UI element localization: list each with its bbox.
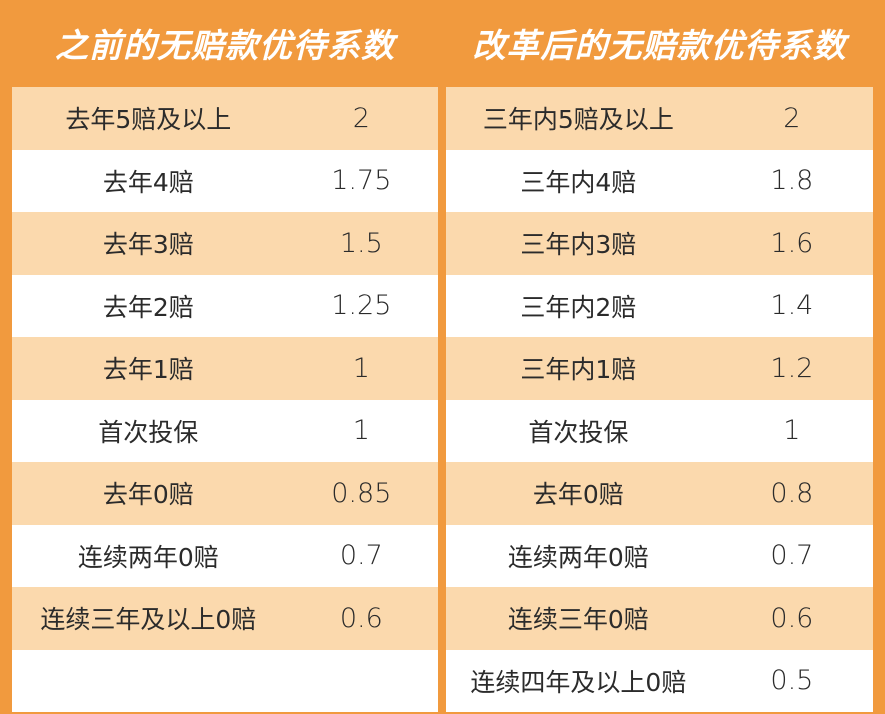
table-row: 去年3赔 1.5 — [12, 212, 438, 275]
row-label: 连续两年0赔 — [77, 542, 219, 572]
table-row: 去年4赔 1.75 — [12, 149, 438, 212]
row-coefficient: 1 — [352, 352, 370, 384]
row-label: 去年3赔 — [102, 230, 194, 260]
table-row: 三年内1赔 1.2 — [446, 337, 873, 400]
row-label: 连续四年及以上0赔 — [470, 667, 687, 697]
table-row: 三年内5赔及以上 2 — [446, 87, 873, 150]
row-coefficient: 1.75 — [331, 165, 392, 197]
row-coefficient: 0.5 — [770, 665, 814, 697]
row-label: 去年2赔 — [102, 292, 194, 322]
table-row: 去年5赔及以上 2 — [12, 87, 438, 150]
row-coefficient: 1.25 — [331, 290, 392, 322]
row-coefficient: 0.6 — [770, 602, 814, 634]
row-label: 三年内2赔 — [520, 292, 637, 322]
table-row: 去年0赔 0.85 — [12, 462, 438, 525]
row-label: 去年1赔 — [102, 355, 194, 385]
row-label: 连续两年0赔 — [507, 542, 649, 572]
table-row: 去年2赔 1.25 — [12, 274, 438, 337]
row-coefficient: 1.2 — [770, 352, 814, 384]
row-coefficient: 0.7 — [770, 540, 814, 572]
table-row: 三年内4赔 1.8 — [446, 149, 873, 212]
row-label: 去年0赔 — [102, 480, 194, 510]
row-label: 去年4赔 — [102, 167, 194, 197]
table-row: 去年0赔 0.8 — [446, 462, 873, 525]
row-label: 连续三年0赔 — [507, 605, 649, 635]
row-coefficient: 0.8 — [770, 477, 814, 509]
table-row: 连续三年及以上0赔 0.6 — [12, 587, 438, 650]
row-coefficient: 2 — [783, 102, 801, 134]
reformed-table-title: 改革后的无赔款优待系数 — [472, 25, 847, 65]
row-coefficient: 2 — [352, 102, 370, 134]
reformed-ncd-table: 改革后的无赔款优待系数 三年内5赔及以上 2 三年内4赔 1.8 三年内3赔 1… — [446, 0, 873, 714]
table-row: 连续三年0赔 0.6 — [446, 587, 873, 650]
row-label: 三年内3赔 — [520, 230, 637, 260]
table-row: 连续两年0赔 0.7 — [12, 524, 438, 587]
row-label: 三年内1赔 — [520, 355, 637, 385]
row-label: 去年5赔及以上 — [65, 105, 232, 135]
table-row: 连续两年0赔 0.7 — [446, 524, 873, 587]
row-label: 首次投保 — [98, 417, 199, 447]
table-row: 去年1赔 1 — [12, 337, 438, 400]
previous-ncd-table: 之前的无赔款优待系数 去年5赔及以上 2 去年4赔 1.75 去年3赔 1.5 … — [12, 0, 438, 714]
table-row: 连续四年及以上0赔 0.5 — [446, 649, 873, 712]
row-coefficient: 1.5 — [339, 227, 383, 259]
table-row: 三年内3赔 1.6 — [446, 212, 873, 275]
table-row: 首次投保 1 — [446, 399, 873, 462]
row-label: 三年内4赔 — [520, 167, 637, 197]
row-coefficient: 0.7 — [339, 540, 383, 572]
row-coefficient: 1.4 — [770, 290, 814, 322]
row-coefficient: 1 — [352, 415, 370, 447]
row-label: 首次投保 — [528, 417, 629, 447]
row-coefficient: 1.8 — [770, 165, 814, 197]
row-label: 去年0赔 — [532, 480, 624, 510]
row-label: 三年内5赔及以上 — [482, 105, 674, 135]
row-label: 连续三年及以上0赔 — [40, 605, 257, 635]
empty-row — [12, 649, 438, 712]
table-row: 首次投保 1 — [12, 399, 438, 462]
row-coefficient: 1.6 — [770, 227, 814, 259]
table-row: 三年内2赔 1.4 — [446, 274, 873, 337]
row-coefficient: 1 — [783, 415, 801, 447]
row-coefficient: 0.85 — [331, 477, 392, 509]
row-coefficient: 0.6 — [339, 602, 383, 634]
previous-table-title: 之前的无赔款优待系数 — [55, 25, 395, 65]
